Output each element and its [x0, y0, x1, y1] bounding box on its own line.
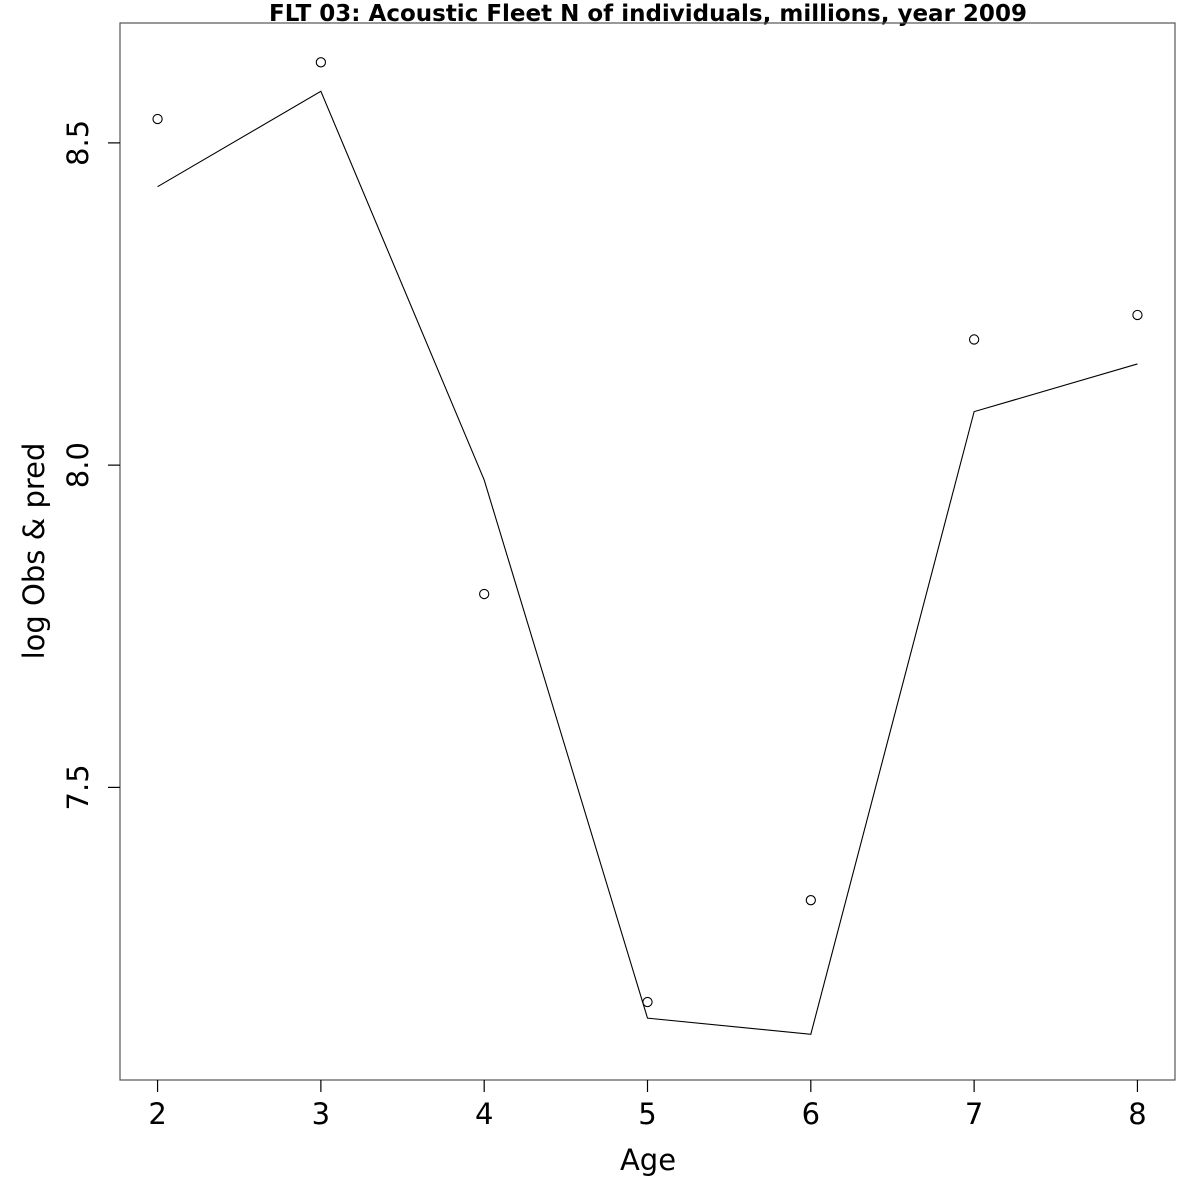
y-axis: 7.5 8.0 8.5	[61, 120, 120, 810]
x-tick-label: 3	[312, 1097, 330, 1131]
x-tick-label: 5	[638, 1097, 656, 1131]
x-tick-label: 4	[475, 1097, 493, 1131]
y-tick-label: 8.0	[61, 442, 95, 488]
x-tick-label: 7	[965, 1097, 983, 1131]
plot-frame	[119, 22, 1176, 1081]
observed-point	[152, 113, 163, 125]
observed-point	[968, 334, 980, 345]
observed-point	[805, 895, 816, 906]
x-axis: 2 3 4 5 6 7 8	[148, 1080, 1147, 1131]
predicted-line	[157, 90, 1138, 1035]
x-tick-label: 8	[1128, 1097, 1146, 1131]
x-tick-label: 6	[802, 1097, 820, 1131]
observed-point	[315, 57, 327, 68]
y-tick-label: 7.5	[61, 764, 95, 810]
x-tick-label: 2	[148, 1097, 166, 1131]
observed-point	[479, 588, 490, 600]
series-layer	[152, 57, 1143, 1035]
y-axis-label: log Obs & pred	[17, 443, 51, 660]
x-axis-label: Age	[620, 1143, 676, 1177]
observed-point	[1132, 309, 1143, 321]
observed-point	[642, 996, 653, 1008]
y-tick-label: 8.5	[61, 120, 95, 166]
